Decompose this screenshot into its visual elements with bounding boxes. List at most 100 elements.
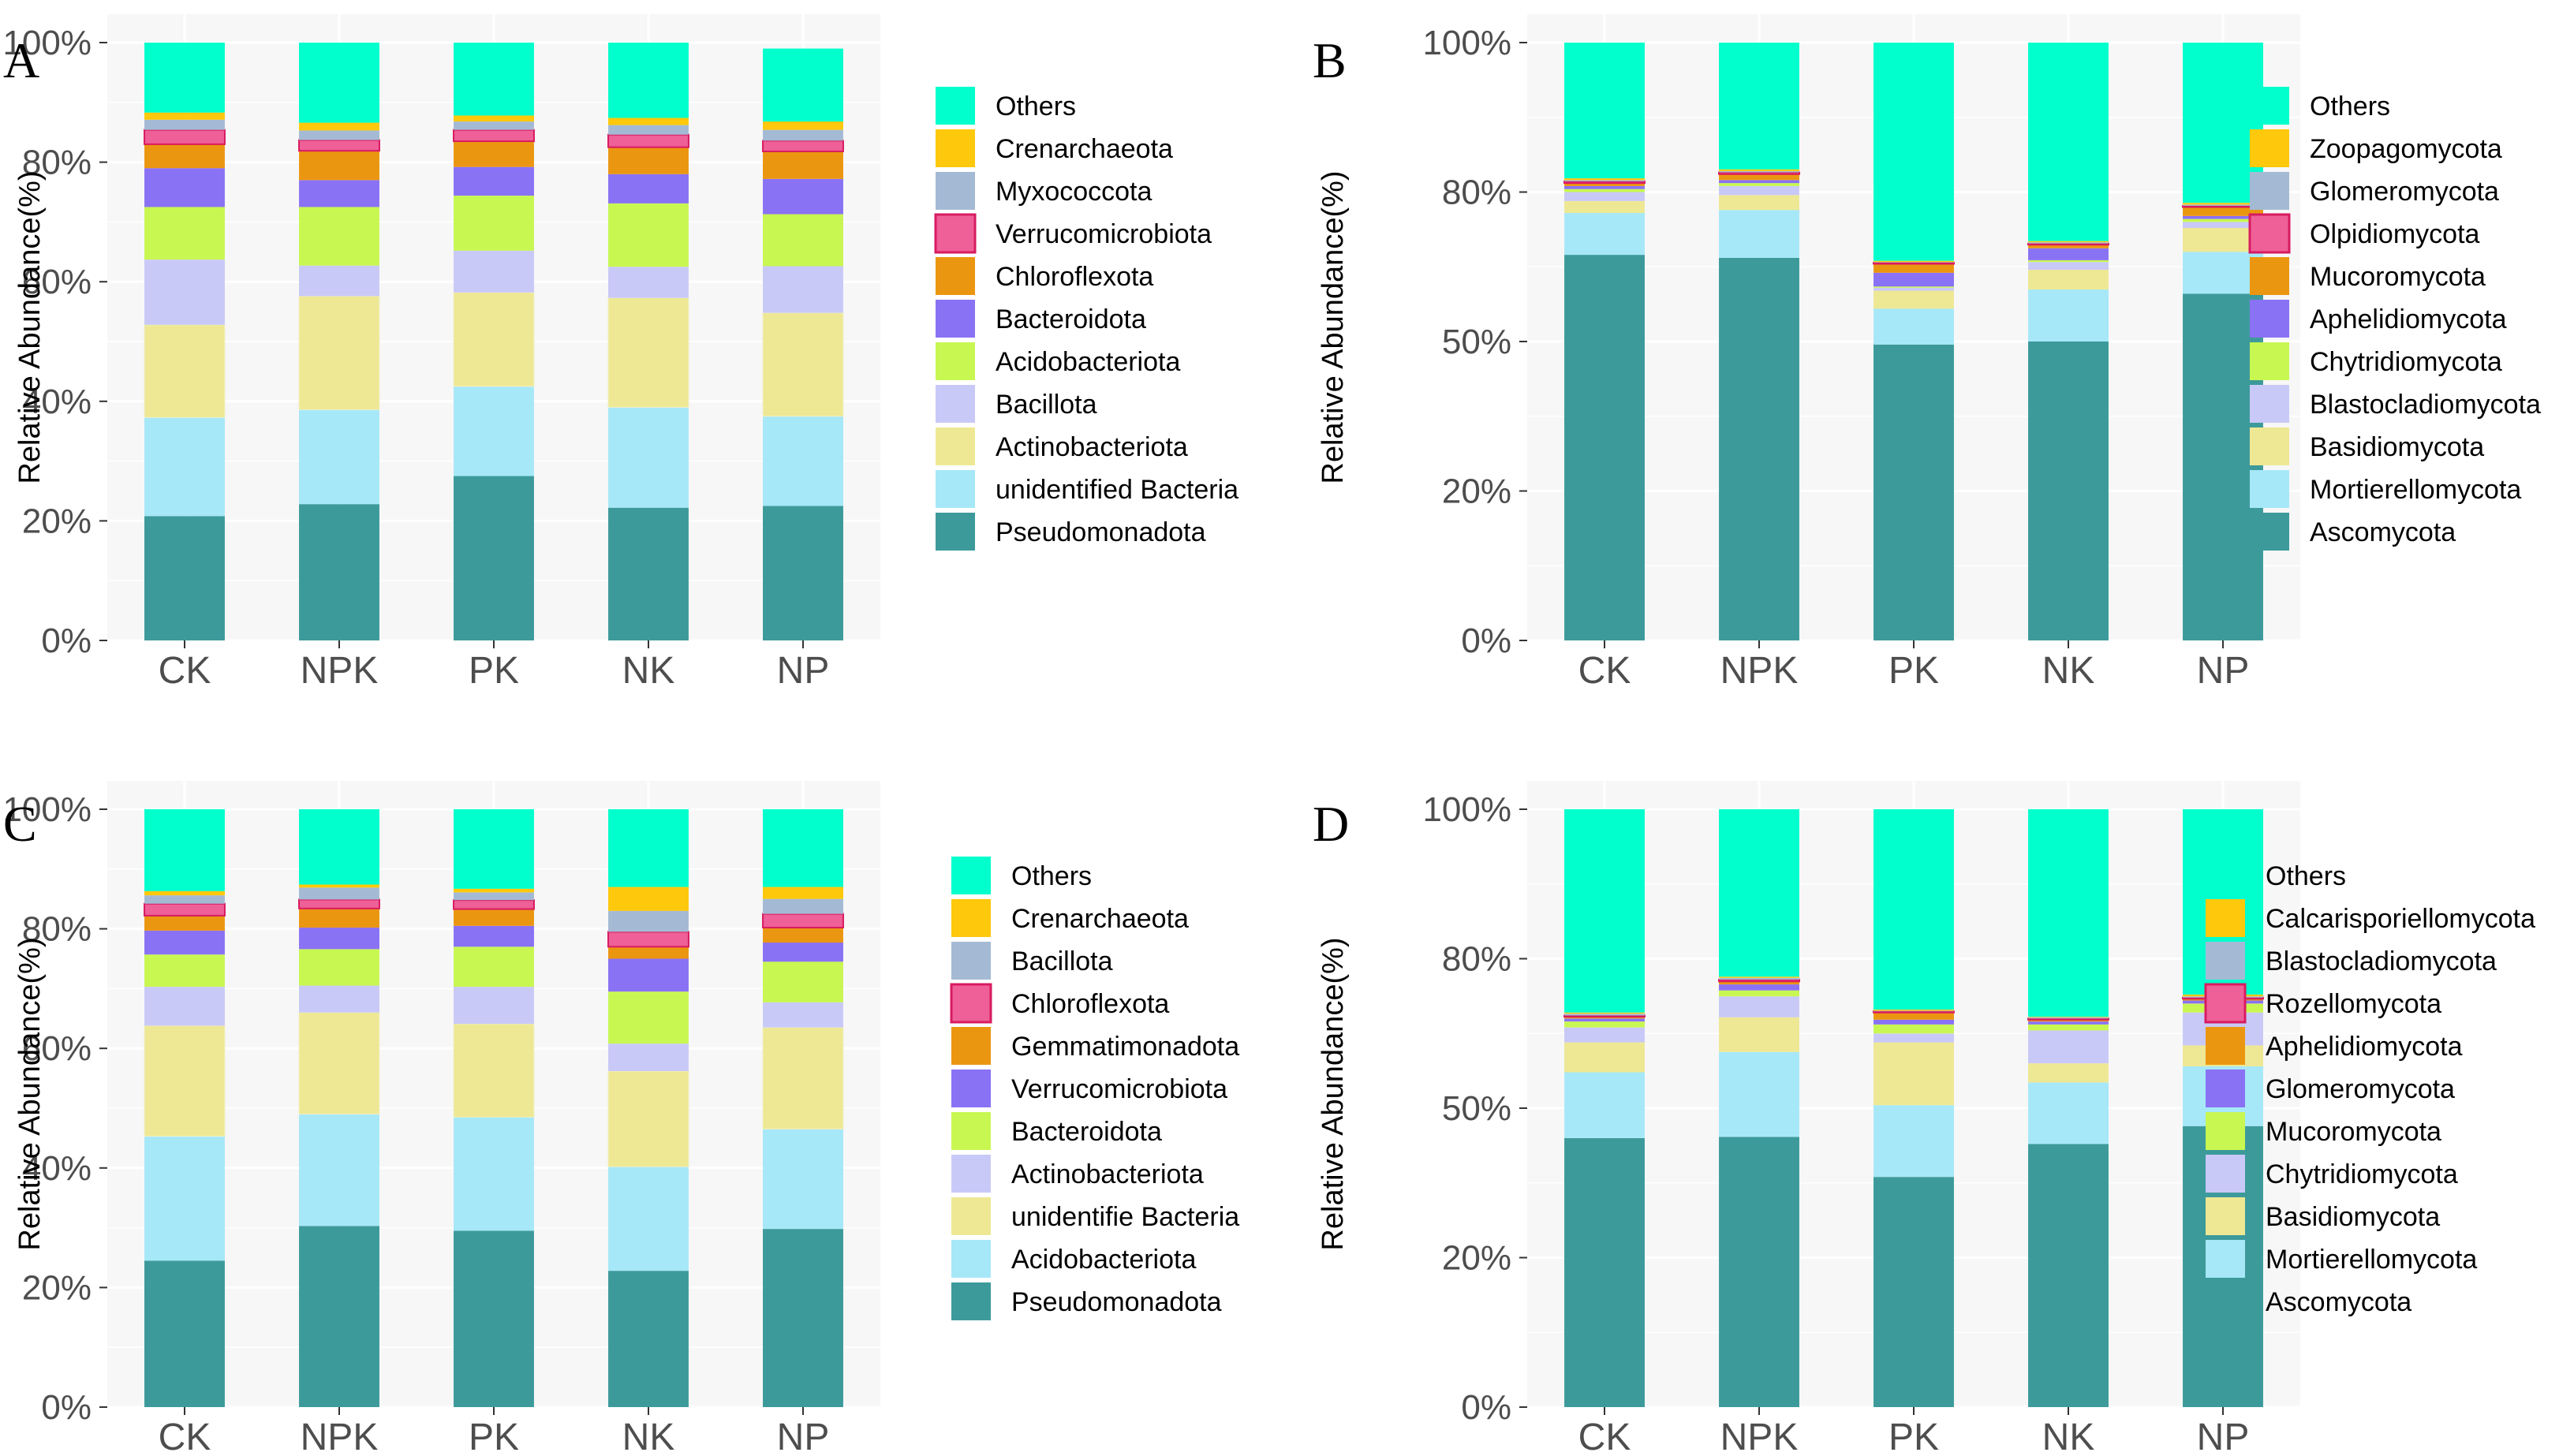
bar-segment: [1873, 287, 1954, 291]
x-tick-label: NK: [622, 1417, 675, 1456]
bar-segment: [763, 129, 843, 141]
y-tick-label: 40%: [22, 383, 92, 421]
bar-segment: [1718, 979, 1800, 983]
legend-swatch: [936, 172, 975, 210]
bar-segment: [144, 930, 225, 955]
legend-label: Chytridiomycota: [2266, 1159, 2458, 1189]
legend-swatch: [2206, 942, 2245, 980]
bar-segment: [1564, 1027, 1645, 1043]
legend-swatch: [936, 427, 975, 465]
bar-segment: [1564, 1014, 1645, 1016]
bar-segment: [1564, 1021, 1645, 1028]
legend-label: Chytridiomycota: [2310, 347, 2502, 377]
legend-swatch: [951, 1027, 991, 1065]
bar-segment: [454, 141, 534, 167]
bar-segment: [144, 987, 225, 1026]
bar-segment: [1873, 286, 1954, 288]
y-tick-label: 100%: [2, 790, 92, 829]
x-tick-label: NP: [2197, 650, 2250, 692]
bar-segment: [454, 121, 534, 130]
bar-segment: [298, 295, 380, 410]
bar-segment: [1873, 1010, 1954, 1012]
bar-segment: [1719, 174, 1799, 181]
bar-segment: [454, 1117, 534, 1231]
bar-segment: [2183, 293, 2263, 640]
bar-segment: [1564, 1017, 1645, 1019]
bar-segment: [298, 139, 380, 152]
legend-label: Others: [2310, 91, 2390, 121]
legend-label: Bacteroidota: [1011, 1117, 1162, 1147]
bar-segment: [299, 122, 379, 131]
bar-segment: [454, 115, 534, 122]
bar-segment: [1873, 1177, 1954, 1407]
bar-segment: [763, 928, 843, 943]
bar-segment: [2028, 270, 2109, 290]
y-tick-label: 0%: [41, 1388, 92, 1427]
legend-swatch: [2206, 1070, 2245, 1107]
legend-swatch: [951, 899, 991, 937]
bar-segment: [608, 174, 689, 203]
legend-swatch: [951, 1112, 991, 1150]
bar-segment: [607, 297, 689, 408]
y-tick-label: 80%: [22, 144, 92, 182]
x-tick-label: NK: [2042, 650, 2095, 692]
legend-swatch: [951, 1240, 991, 1278]
legend-label: Calcarisporiellomycota: [2266, 904, 2535, 934]
bar-segment: [1873, 1010, 1955, 1014]
legend-label: Glomeromycota: [2310, 177, 2499, 207]
legend-swatch: [951, 1282, 991, 1320]
bar-segment: [763, 961, 843, 1002]
bar-segment: [607, 1070, 689, 1167]
legend-swatch: [936, 342, 975, 380]
y-tick-label: 0%: [1461, 622, 1511, 660]
y-tick-label: 20%: [1442, 1239, 1511, 1278]
bar-segment: [1564, 1018, 1645, 1022]
x-tick-label: CK: [1578, 650, 1631, 692]
x-tick-label: CK: [159, 1417, 211, 1456]
bar-segment: [453, 1023, 535, 1118]
bar-segment: [1564, 180, 1645, 181]
legend-swatch: [936, 257, 975, 295]
panel-b: 0% 20% 50% 80% 100% CK NPK PK NK NP Relative Abund…: [1313, 14, 2541, 692]
legend-swatch: [936, 470, 975, 508]
legend-label: Aphelidiomycota: [2266, 1032, 2463, 1062]
bar-segment: [1564, 1072, 1645, 1138]
bar-segment: [1873, 43, 1954, 261]
legend-label: Chloroflexota: [1011, 989, 1169, 1019]
x-tick-label: PK: [469, 1417, 519, 1456]
bar-segment: [608, 125, 689, 135]
legend-label: Verrucomicrobiota: [1011, 1074, 1227, 1104]
bar-segment: [1719, 990, 1799, 997]
bar-segment: [299, 504, 379, 640]
legend-swatch: [2250, 342, 2289, 380]
y-axis-label: Relative Abundance(%): [1317, 937, 1350, 1250]
y-tick-label: 50%: [1442, 323, 1511, 361]
y-tick-label: 100%: [2, 24, 92, 62]
bar-segment: [299, 43, 379, 123]
legend-label: Others: [1011, 861, 1092, 891]
x-tick-label: NPK: [301, 1417, 379, 1456]
bar-segment: [763, 178, 843, 215]
y-axis-label: Relative Abundance(%): [13, 937, 47, 1250]
bar-segment: [1719, 257, 1799, 640]
bar-segment: [299, 928, 379, 950]
panel-a: 0% 20% 40% 60% 80% 100% CK NPK PK NK NP Relative Ab…: [2, 14, 1238, 692]
bar-segment: [608, 43, 689, 118]
bar-segment: [763, 887, 843, 899]
bar-segment: [1873, 261, 1955, 265]
panel-d: 0% 20% 50% 80% 100% CK NPK PK NK NP Relative Abund…: [1313, 781, 2535, 1456]
y-tick-label: 0%: [41, 622, 92, 660]
bar-segment: [1873, 809, 1954, 1010]
bar-segment: [762, 312, 844, 417]
x-tick-label: PK: [469, 650, 519, 692]
bar-segment: [144, 1025, 226, 1137]
panel-letter: D: [1313, 796, 1349, 852]
legend-swatch: [2250, 513, 2289, 551]
x-tick-label: NK: [622, 650, 675, 692]
legend-label: Actinobacteriota: [1011, 1159, 1204, 1189]
bar-segment: [608, 203, 689, 267]
bar-segment: [1873, 1012, 1954, 1020]
bar-segment: [144, 259, 225, 325]
bar-segment: [454, 196, 534, 251]
bar-segment: [144, 207, 225, 260]
